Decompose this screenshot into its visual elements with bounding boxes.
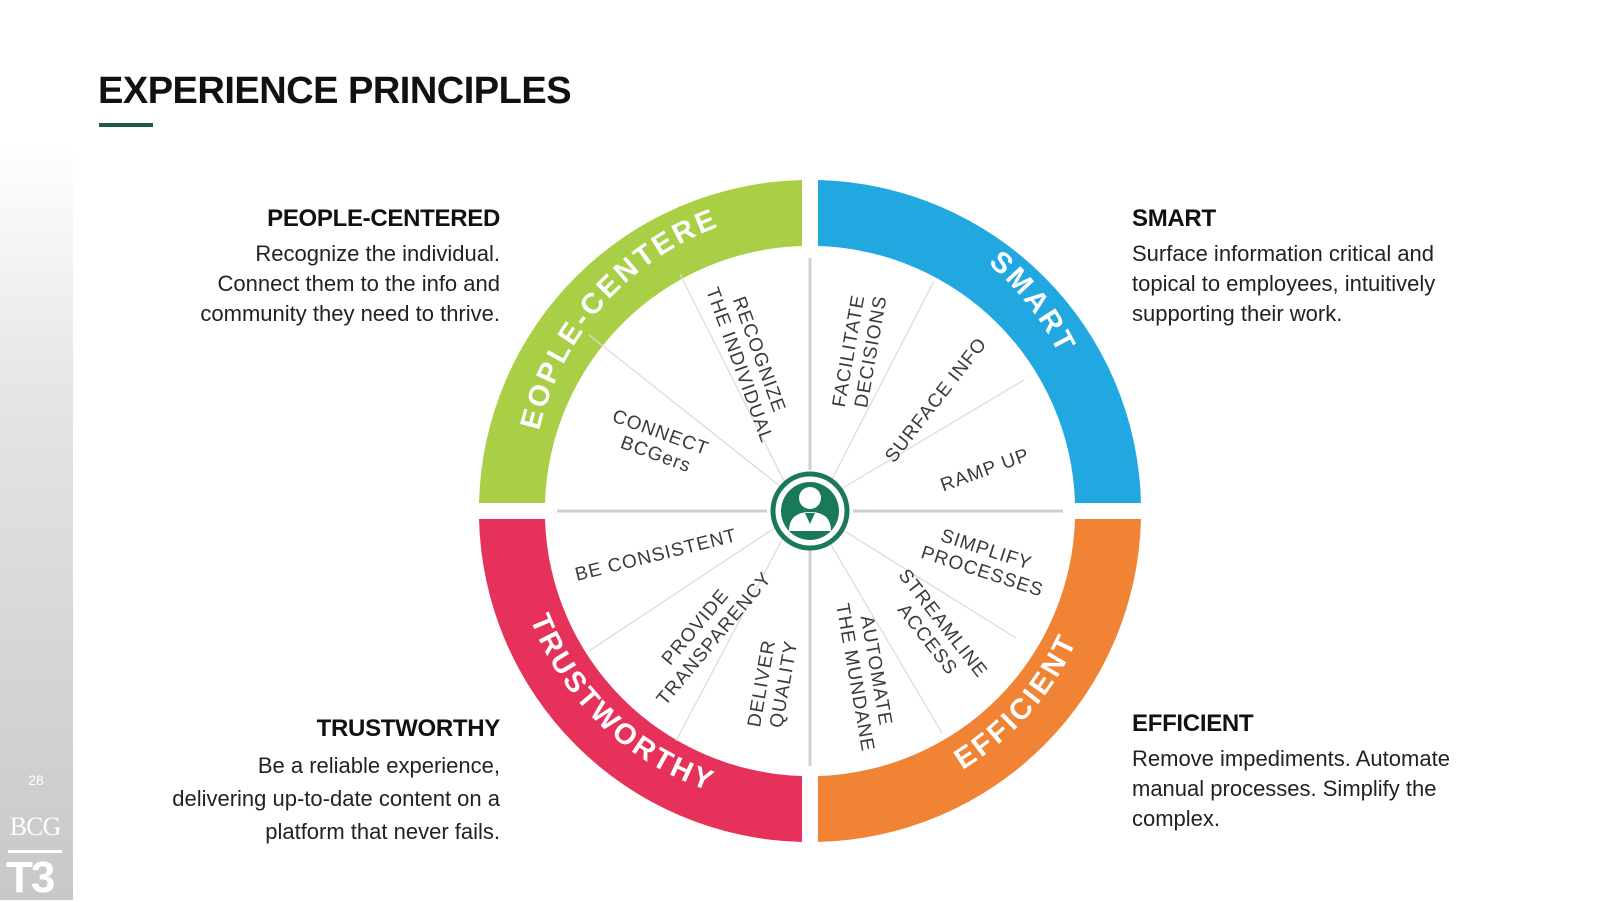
- principle-trustworthy: TRUSTWORTHY Be a reliable experience, de…: [170, 715, 500, 848]
- title-underline: [99, 123, 153, 127]
- principle-efficient: EFFICIENT Remove impediments. Automate m…: [1132, 710, 1462, 834]
- principle-description: Recognize the individual. Connect them t…: [200, 241, 500, 326]
- page-title: EXPERIENCE PRINCIPLES: [98, 70, 572, 112]
- t3-logo: T3: [6, 853, 55, 902]
- arc-segment-smart: [818, 180, 1141, 503]
- principle-description: Remove impediments. Automate manual proc…: [1132, 746, 1450, 831]
- principle-smart: SMART Surface information critical and t…: [1132, 205, 1452, 329]
- spoke-label-ramp-up: RAMP UP: [938, 445, 1033, 497]
- spoke-label-automate: AUTOMATE THE MUNDANE: [831, 598, 899, 754]
- principle-title: SMART: [1132, 205, 1216, 232]
- thin-spokes: [588, 273, 1025, 742]
- spoke-label-recognize: RECOGNIZE THE INDIVIDUAL: [701, 277, 797, 446]
- spoke-label-deliver: DELIVER QUALITY: [744, 632, 803, 733]
- arc-segment-trustworthy: [479, 519, 802, 842]
- bcg-logo: BCG: [9, 812, 61, 841]
- page-number: 28: [28, 772, 44, 788]
- arc-segment-efficient: [818, 519, 1141, 842]
- principle-description: Be a reliable experience, delivering up-…: [172, 753, 500, 844]
- principle-title: EFFICIENT: [1132, 710, 1254, 737]
- quadrant-label-people-centered: PEOPLE-CENTERED: [0, 0, 723, 433]
- principle-title: PEOPLE-CENTERED: [267, 205, 500, 232]
- spoke-label-streamline: STREAMLINE ACCESS: [876, 565, 995, 700]
- principle-people-centered: PEOPLE-CENTERED Recognize the individual…: [170, 205, 500, 329]
- principle-title: TRUSTWORTHY: [316, 715, 501, 742]
- principle-description: Surface information critical and topical…: [1132, 241, 1436, 326]
- person-icon: [770, 471, 850, 551]
- logo-divider: [8, 850, 62, 853]
- spoke-label-be-consistent: BE CONSISTENT: [573, 525, 739, 586]
- spoke-label-connect: CONNECT BCGers: [602, 406, 717, 483]
- spoke-label-surface-info: SURFACE INFO: [881, 334, 991, 467]
- spoke-label-facilitate: FACILITATE DECISIONS: [829, 287, 892, 413]
- axis-spokes: [557, 258, 1063, 766]
- side-band: [0, 140, 73, 900]
- arc-segment-people-centered: [479, 180, 802, 503]
